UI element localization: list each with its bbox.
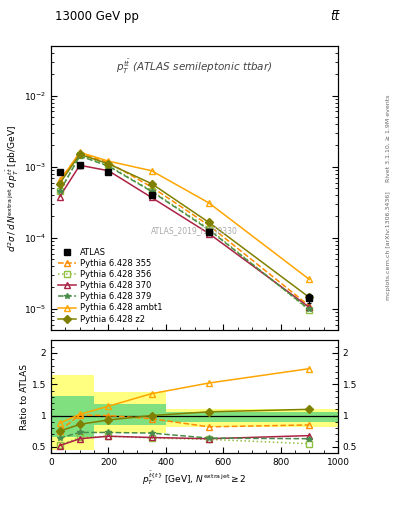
Pythia 6.428 355 (149, 184, 154, 190)
Y-axis label: $d^2\sigma\,/\,d\,N^{\mathrm{extra\,jet}}\,d\,p_T^{t\bar{t}}$ [pb/GeV]: $d^2\sigma\,/\,d\,N^{\mathrm{extra\,jet}… (5, 124, 21, 252)
Y-axis label: Ratio to ATLAS: Ratio to ATLAS (20, 364, 29, 430)
Pythia 6.428 356 (106, 162, 111, 168)
Pythia 6.428 ambt1 (106, 158, 111, 164)
Pythia 6.428 379 (149, 188, 154, 195)
Pythia 6.428 379 (77, 153, 82, 159)
Line: Pythia 6.428 355: Pythia 6.428 355 (57, 151, 312, 309)
Pythia 6.428 355 (307, 303, 312, 309)
Pythia 6.428 ambt1 (307, 276, 312, 283)
Pythia 6.428 356 (307, 307, 312, 313)
Pythia 6.428 356 (77, 152, 82, 158)
Line: Pythia 6.428 379: Pythia 6.428 379 (57, 153, 312, 312)
Pythia 6.428 356 (149, 188, 154, 194)
Text: 13000 GeV pp: 13000 GeV pp (55, 10, 139, 23)
Legend: ATLAS, Pythia 6.428 355, Pythia 6.428 356, Pythia 6.428 370, Pythia 6.428 379, P: ATLAS, Pythia 6.428 355, Pythia 6.428 35… (55, 246, 165, 326)
X-axis label: $p_T^{\bar{t}\{t\}}$ [GeV], $N^{\mathrm{extra\,jet}} \geq 2$: $p_T^{\bar{t}\{t\}}$ [GeV], $N^{\mathrm{… (142, 470, 247, 487)
Pythia 6.428 z2 (57, 181, 62, 187)
Pythia 6.428 370 (207, 230, 211, 237)
Text: ATLAS_2019_I1750330: ATLAS_2019_I1750330 (151, 226, 238, 236)
Pythia 6.428 z2 (207, 219, 211, 225)
Pythia 6.428 ambt1 (207, 200, 211, 206)
Line: Pythia 6.428 z2: Pythia 6.428 z2 (57, 152, 312, 300)
Pythia 6.428 379 (106, 163, 111, 169)
Text: $p_T^{t\bar{t}}$ (ATLAS semileptonic ttbar): $p_T^{t\bar{t}}$ (ATLAS semileptonic ttb… (116, 57, 273, 76)
Pythia 6.428 379 (207, 227, 211, 233)
Pythia 6.428 z2 (106, 161, 111, 167)
Text: tt̅: tt̅ (331, 10, 340, 23)
Pythia 6.428 ambt1 (77, 149, 82, 155)
Line: Pythia 6.428 ambt1: Pythia 6.428 ambt1 (57, 150, 312, 282)
Line: Pythia 6.428 370: Pythia 6.428 370 (57, 162, 312, 310)
Text: mcplots.cern.ch [arXiv:1306.3436]: mcplots.cern.ch [arXiv:1306.3436] (386, 191, 391, 300)
Pythia 6.428 370 (106, 167, 111, 174)
Text: Rivet 3.1.10, ≥ 1.9M events: Rivet 3.1.10, ≥ 1.9M events (386, 95, 391, 182)
Pythia 6.428 379 (57, 188, 62, 195)
Pythia 6.428 370 (149, 195, 154, 201)
Pythia 6.428 370 (57, 194, 62, 200)
Pythia 6.428 355 (57, 177, 62, 183)
Pythia 6.428 355 (77, 150, 82, 156)
Pythia 6.428 z2 (307, 294, 312, 301)
Pythia 6.428 355 (106, 159, 111, 165)
Pythia 6.428 ambt1 (149, 167, 154, 174)
Pythia 6.428 z2 (77, 151, 82, 157)
Line: Pythia 6.428 356: Pythia 6.428 356 (57, 153, 312, 313)
Pythia 6.428 370 (77, 162, 82, 168)
Pythia 6.428 356 (57, 188, 62, 195)
Pythia 6.428 370 (307, 304, 312, 310)
Pythia 6.428 ambt1 (57, 179, 62, 185)
Pythia 6.428 356 (207, 225, 211, 231)
Pythia 6.428 379 (307, 306, 312, 312)
Pythia 6.428 z2 (149, 181, 154, 187)
Pythia 6.428 355 (207, 222, 211, 228)
